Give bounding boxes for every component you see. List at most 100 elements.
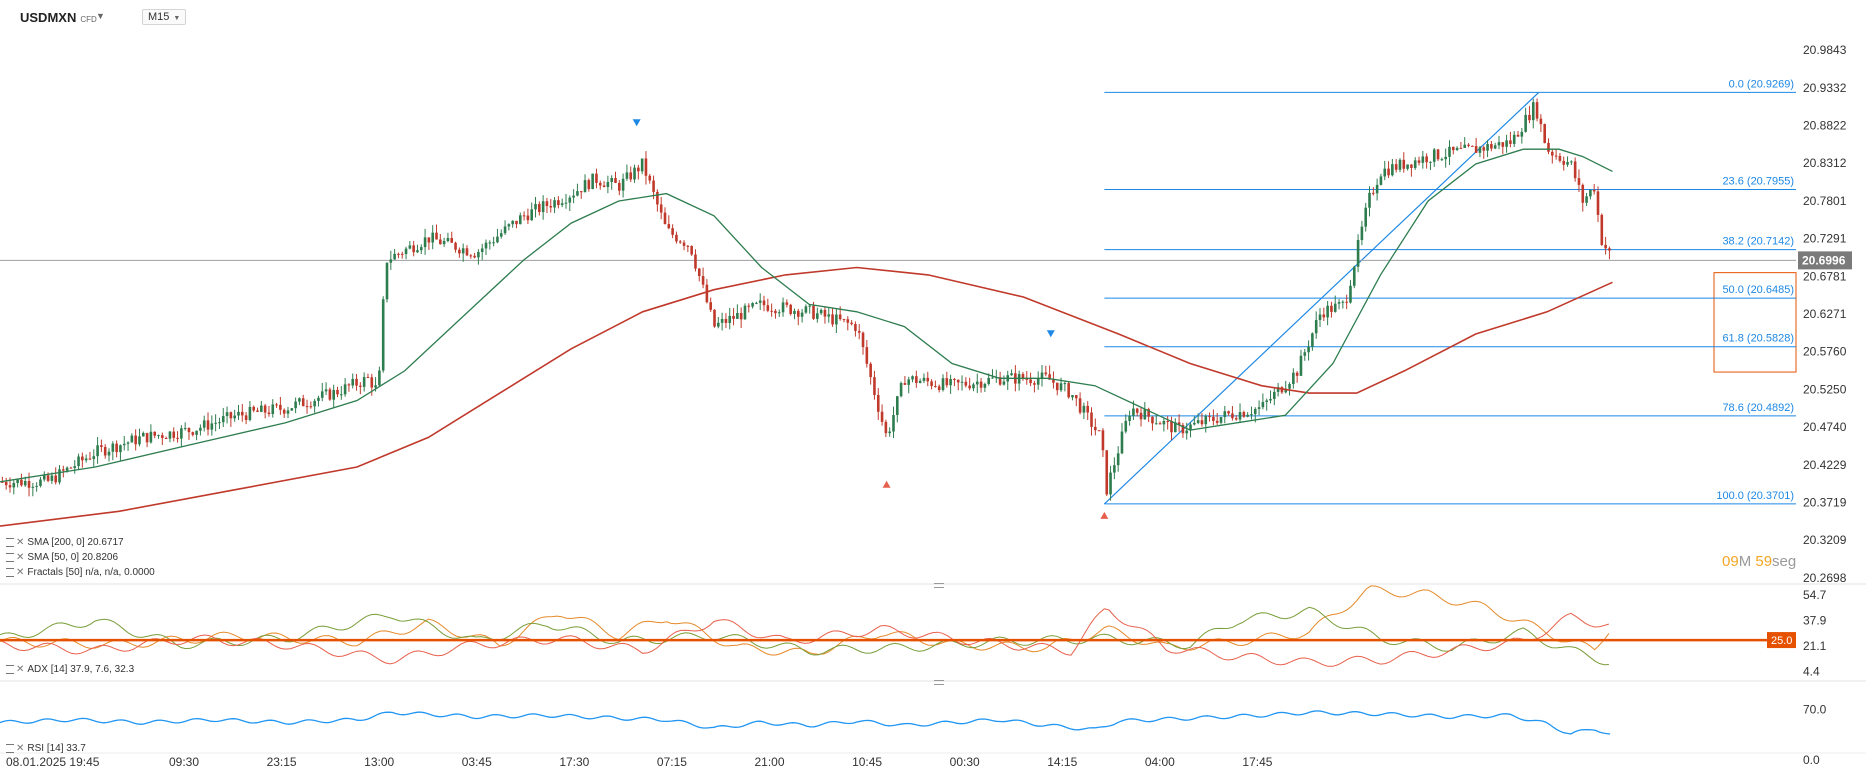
candle-body <box>412 245 415 253</box>
fractal-down-marker <box>632 119 641 127</box>
close-icon[interactable]: ✕ <box>16 743 25 754</box>
candle <box>1448 140 1451 165</box>
candle-body <box>572 195 575 198</box>
candle-body <box>534 204 537 210</box>
candle <box>1478 145 1482 158</box>
candle-body <box>225 412 229 417</box>
candle <box>317 395 320 407</box>
candle-body <box>873 377 876 395</box>
close-icon[interactable]: ✕ <box>16 664 25 675</box>
trend-line <box>1103 91 1540 505</box>
settings-icon[interactable] <box>6 567 14 577</box>
candle <box>499 229 503 239</box>
candle <box>1113 457 1116 480</box>
symbol-selector[interactable]: USDMXN CFD <box>20 10 97 25</box>
candle-body <box>290 408 294 411</box>
candle <box>138 428 141 447</box>
candle-body <box>1387 168 1390 176</box>
close-icon[interactable]: ✕ <box>16 567 25 578</box>
candle-body <box>804 306 808 313</box>
candle-body <box>195 430 198 435</box>
timeframe-selector[interactable]: M15 ▼ <box>142 9 187 25</box>
legend-sma200[interactable]: ✕ SMA [200, 0] 20.6717 <box>6 537 124 548</box>
fib-level-label: 78.6 (20.4892) <box>1722 402 1794 414</box>
candle <box>1261 393 1265 410</box>
candle <box>1524 107 1527 133</box>
legend-fractals[interactable]: ✕ Fractals [50] n/a, n/a, 0.0000 <box>6 567 155 578</box>
candle <box>732 308 735 326</box>
candle-body <box>263 405 267 413</box>
settings-icon[interactable] <box>6 537 14 547</box>
candle <box>1413 157 1417 170</box>
candle <box>1520 128 1524 144</box>
candle-body <box>103 447 107 456</box>
candle <box>534 196 537 218</box>
y-tick-label: 20.8822 <box>1803 118 1847 132</box>
candle-body <box>4 481 8 486</box>
y-tick-label: 20.5250 <box>1803 382 1847 396</box>
candle-body <box>964 381 968 386</box>
pane-resize-handle[interactable] <box>934 583 944 588</box>
symbol-type: CFD <box>80 15 97 24</box>
candle-body <box>1402 159 1406 169</box>
candle-body <box>1482 147 1486 151</box>
candle-body <box>1250 414 1253 416</box>
candle-body <box>823 309 827 317</box>
candle-body <box>1158 423 1162 425</box>
legend-adx[interactable]: ✕ ADX [14] 37.9, 7.6, 32.3 <box>6 664 134 675</box>
legend-rsi[interactable]: ✕ RSI [14] 33.7 <box>6 743 86 754</box>
candle <box>469 254 473 259</box>
symbol-name: USDMXN <box>20 10 77 25</box>
rsi-line <box>0 710 1611 735</box>
candle-body <box>1219 416 1223 423</box>
candle-body <box>492 242 495 244</box>
candle <box>713 309 716 328</box>
candle-body <box>1223 411 1227 417</box>
candle <box>412 241 415 257</box>
candle <box>81 452 84 468</box>
candle <box>332 384 335 409</box>
candle <box>484 239 488 255</box>
candle <box>975 373 979 393</box>
candle-body <box>625 172 629 179</box>
candle-body <box>717 322 720 327</box>
current-price-label: 20.6996 <box>1802 253 1846 267</box>
candle <box>873 370 876 400</box>
candle <box>930 379 933 390</box>
candle <box>644 151 648 185</box>
settings-icon[interactable] <box>6 664 14 674</box>
candle-body <box>1394 164 1398 170</box>
close-icon[interactable]: ✕ <box>16 537 25 548</box>
candle <box>671 224 674 239</box>
candle <box>1482 145 1486 159</box>
candle-body <box>633 167 636 180</box>
close-icon[interactable]: ✕ <box>16 552 25 563</box>
candle-body <box>838 314 842 320</box>
candle-body <box>1592 189 1596 192</box>
adx-y-tick-label: 4.4 <box>1803 664 1820 678</box>
candle <box>907 376 911 394</box>
candle-body <box>477 252 480 258</box>
legend-sma50[interactable]: ✕ SMA [50, 0] 20.8206 <box>6 552 118 563</box>
chevron-down-icon[interactable]: ▼ <box>96 11 105 21</box>
candle-body <box>92 456 96 459</box>
candle <box>915 370 918 388</box>
candle <box>1143 402 1147 420</box>
candle-body <box>1059 383 1063 391</box>
candle <box>1040 364 1044 387</box>
candle <box>1154 414 1158 425</box>
candle <box>1333 295 1337 313</box>
candle <box>1021 371 1025 381</box>
candle-body <box>1516 134 1520 137</box>
candle <box>983 382 987 392</box>
adx-y-tick-label: 37.9 <box>1803 613 1827 627</box>
pane-resize-handle[interactable] <box>934 680 944 685</box>
y-tick-label: 20.9843 <box>1803 43 1847 57</box>
candle-body <box>389 259 393 263</box>
settings-icon[interactable] <box>6 552 14 562</box>
candle-body <box>1025 378 1029 380</box>
candle-body <box>408 245 412 249</box>
candle <box>1539 114 1543 132</box>
settings-icon[interactable] <box>6 743 14 753</box>
